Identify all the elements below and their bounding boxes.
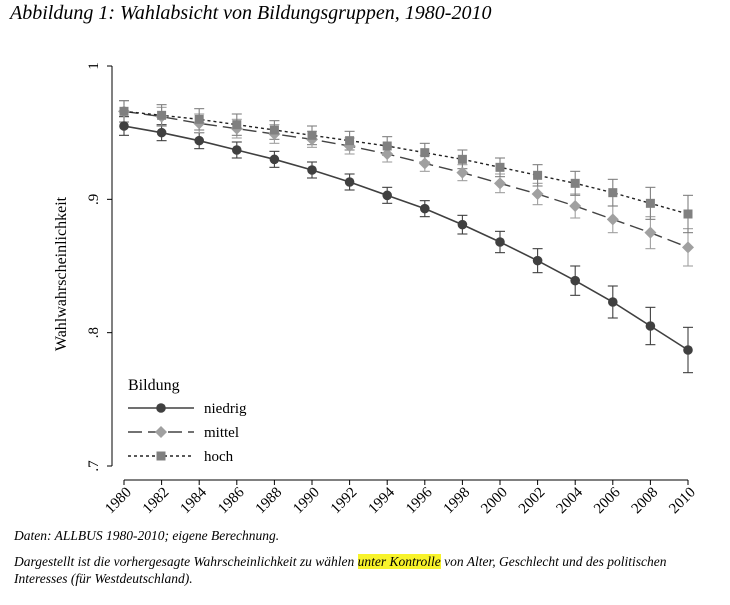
series-niedrig-point [532, 255, 543, 266]
series-hoch-point [232, 120, 242, 130]
series-niedrig-point [570, 275, 580, 286]
series-hoch-point [495, 162, 505, 172]
legend-label-hoch: hoch [204, 449, 234, 465]
x-tick-label: 1984 [178, 484, 211, 517]
note-text-after: von Alter, Geschlecht und des politische… [14, 554, 667, 586]
legend-marker-hoch [156, 451, 166, 461]
series-niedrig-point [119, 121, 129, 131]
x-tick-label: 2000 [478, 485, 511, 518]
x-tick-label: 1986 [215, 484, 248, 517]
series-mittel-point [531, 188, 544, 200]
series-hoch-point [119, 106, 129, 116]
x-tick-label: 1980 [102, 485, 135, 518]
y-tick-label: .8 [86, 327, 102, 338]
x-tick-label: 1994 [366, 484, 399, 517]
series-mittel-point [569, 200, 582, 212]
figure-title: Abbildung 1: Wahlabsicht von Bildungsgru… [10, 2, 492, 24]
y-tick-label: 1 [86, 62, 102, 70]
series-niedrig-point [307, 165, 317, 175]
legend-marker-niedrig [156, 403, 166, 413]
series-niedrig-point [645, 321, 656, 331]
legend-marker-mittel [155, 426, 167, 438]
series-hoch-point [269, 125, 279, 135]
series-niedrig-point [382, 190, 393, 201]
series-hoch-point [157, 110, 167, 120]
series-hoch-point [608, 188, 618, 198]
figure-note: Dargestellt ist die vorhergesagte Wahrsc… [14, 553, 719, 587]
series-mittel-point [418, 157, 431, 170]
series-hoch-point [307, 130, 317, 140]
series-niedrig-point [683, 345, 693, 355]
x-tick-label: 1998 [441, 485, 474, 518]
x-tick-label: 1990 [290, 485, 323, 518]
series-hoch-point [570, 178, 580, 188]
series-niedrig-point [495, 237, 505, 247]
series-mittel-point [456, 166, 469, 179]
series-niedrig-point [194, 135, 204, 146]
legend-label-niedrig: niedrig [204, 401, 247, 417]
series-mittel-line [123, 110, 689, 248]
x-tick-label: 1988 [253, 485, 286, 518]
x-tick-label: 2004 [554, 484, 587, 517]
x-tick-label: 1996 [403, 484, 436, 517]
series-niedrig-point [344, 177, 355, 187]
series-hoch-point [645, 198, 655, 208]
y-tick-label: .9 [86, 194, 102, 205]
series-hoch-point [683, 209, 693, 219]
series-hoch-line [123, 110, 689, 215]
series-hoch-point [382, 141, 392, 151]
y-axis-label: Wahlwahrscheinlichkeit [53, 196, 70, 351]
y-tick-label: .7 [86, 460, 102, 472]
series-hoch-point [457, 154, 467, 164]
note-highlight: unter Kontrolle [357, 554, 441, 569]
series-niedrig-point [457, 219, 468, 230]
series-niedrig-line [123, 125, 689, 351]
series-niedrig-point [608, 297, 618, 307]
series-mittel-point [606, 213, 619, 226]
series-niedrig-point [156, 127, 167, 138]
x-tick-label: 1992 [328, 485, 361, 518]
note-text-before: Dargestellt ist die vorhergesagte Wahrsc… [14, 554, 358, 569]
x-tick-label: 1982 [140, 485, 173, 518]
x-tick-label: 2006 [591, 484, 624, 517]
x-tick-label: 2002 [516, 485, 549, 518]
x-tick-label: 2010 [666, 485, 699, 518]
series-niedrig-point [232, 145, 242, 155]
series-mittel-point [682, 241, 694, 254]
series-niedrig-point [420, 203, 430, 214]
series-niedrig-point [269, 154, 280, 165]
series-mittel-point [494, 177, 506, 190]
series-hoch-point [420, 148, 430, 158]
x-tick-label: 2008 [629, 485, 662, 518]
series-hoch-point [345, 136, 355, 146]
legend-title: Bildung [128, 377, 180, 394]
legend-label-mittel: mittel [204, 425, 239, 441]
figure-source: Daten: ALLBUS 1980-2010; eigene Berechnu… [14, 528, 280, 543]
series-hoch-point [194, 114, 204, 124]
series-mittel-point [381, 148, 394, 160]
series-hoch-point [533, 170, 543, 180]
series-mittel-point [644, 226, 657, 239]
